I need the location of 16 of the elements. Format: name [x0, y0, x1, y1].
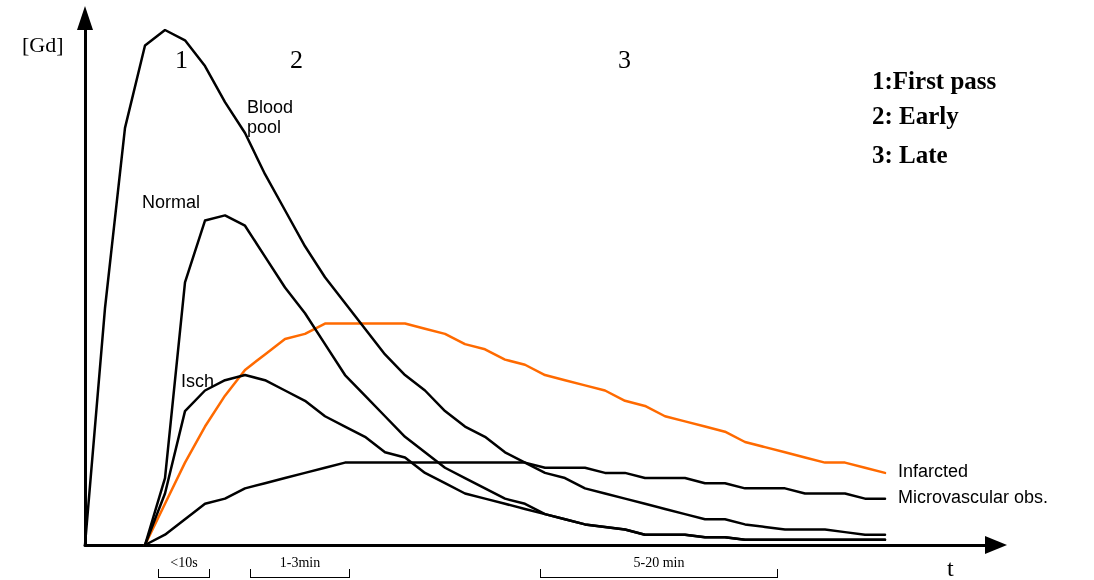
series-label: Isch [181, 371, 215, 391]
annotation: 1 [175, 45, 188, 75]
annotation: 1:First pass [872, 67, 997, 95]
annotation: 3 [618, 45, 631, 75]
series-label: Microvascular obs. [898, 487, 1049, 507]
annotation: 2: Early [872, 102, 959, 130]
y-axis-title: [Gd] [22, 32, 64, 58]
series-label: Infarcted [898, 461, 969, 481]
x-axis-title: t [947, 555, 954, 580]
series-label: Blood pool [247, 97, 295, 137]
text: 5-20 min [633, 555, 685, 570]
annotation: 2 [290, 45, 303, 75]
text: 1-3min [279, 555, 321, 570]
annotation: 3: Late [872, 141, 948, 169]
text: <10s [170, 555, 198, 570]
series-label: Normal [142, 192, 201, 212]
